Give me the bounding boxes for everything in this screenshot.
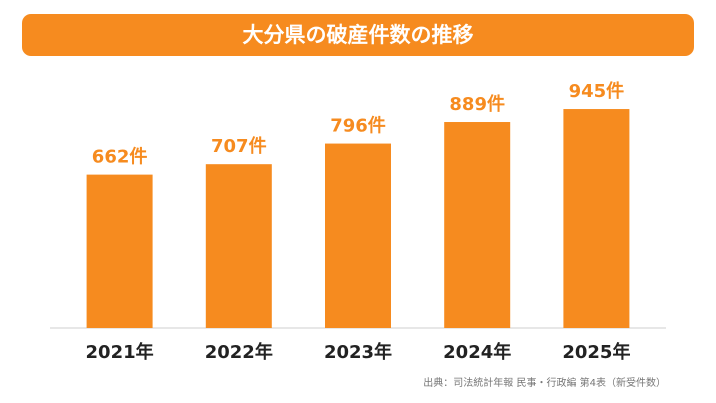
bar bbox=[205, 164, 272, 328]
x-tick-label: 2021年 bbox=[86, 341, 154, 363]
x-tick-label: 2023年 bbox=[324, 341, 392, 363]
value-label: 889件 bbox=[449, 93, 505, 115]
x-tick-label: 2022年 bbox=[205, 341, 273, 363]
x-tick-label: 2025年 bbox=[562, 341, 630, 363]
value-label: 796件 bbox=[330, 115, 386, 137]
value-label: 662件 bbox=[92, 146, 148, 168]
bar bbox=[563, 109, 630, 328]
bar bbox=[325, 143, 391, 328]
title-banner bbox=[22, 14, 694, 56]
value-label: 945件 bbox=[569, 80, 625, 102]
bar bbox=[444, 122, 511, 328]
x-tick-label: 2024年 bbox=[443, 341, 511, 363]
bar bbox=[86, 174, 153, 328]
chart-title: 大分県の破産件数の推移 bbox=[243, 23, 474, 47]
value-label: 707件 bbox=[211, 135, 267, 157]
source-note: 出典：司法統計年報 民事・行政編 第4表（新受件数） bbox=[423, 376, 666, 389]
